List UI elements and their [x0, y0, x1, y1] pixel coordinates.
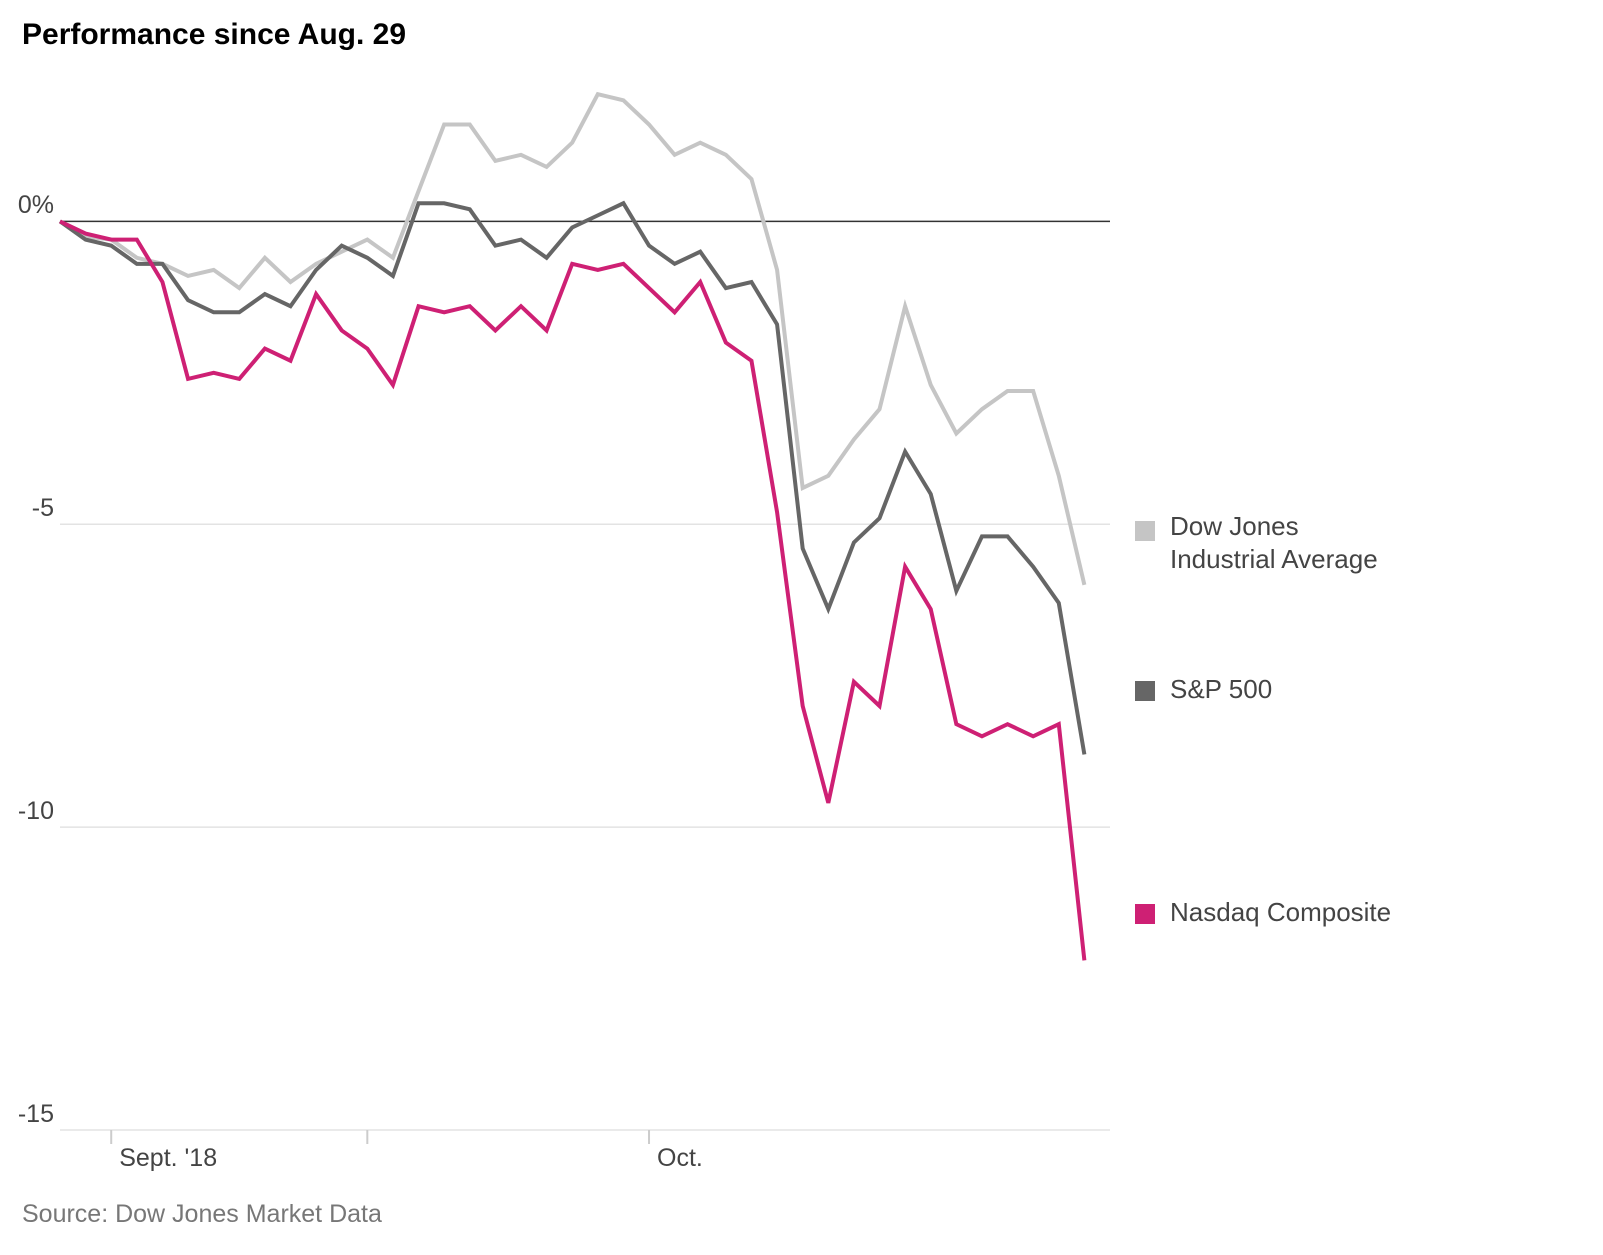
y-tick-label: -15 — [4, 1100, 54, 1129]
y-tick-label: -5 — [4, 494, 54, 523]
legend-swatch-nasdaq — [1135, 904, 1155, 924]
line-chart — [60, 70, 1110, 1160]
y-tick-label: -10 — [4, 797, 54, 826]
gridlines — [60, 221, 1110, 1130]
x-ticks — [111, 1130, 649, 1144]
legend-swatch-sp500 — [1135, 681, 1155, 701]
series-line-nasdaq — [60, 221, 1084, 960]
chart-title: Performance since Aug. 29 — [22, 18, 406, 52]
legend-label-sp500: S&P 500 — [1170, 673, 1272, 706]
source-text: Source: Dow Jones Market Data — [22, 1200, 382, 1229]
series-line-sp500 — [60, 203, 1084, 754]
series-lines — [60, 94, 1084, 960]
legend-label-nasdaq: Nasdaq Composite — [1170, 896, 1391, 929]
y-tick-label: 0% — [4, 191, 54, 220]
legend-label-dow: Dow Jones Industrial Average — [1170, 510, 1378, 575]
series-line-dow — [60, 94, 1084, 585]
legend-swatch-dow — [1135, 521, 1155, 541]
